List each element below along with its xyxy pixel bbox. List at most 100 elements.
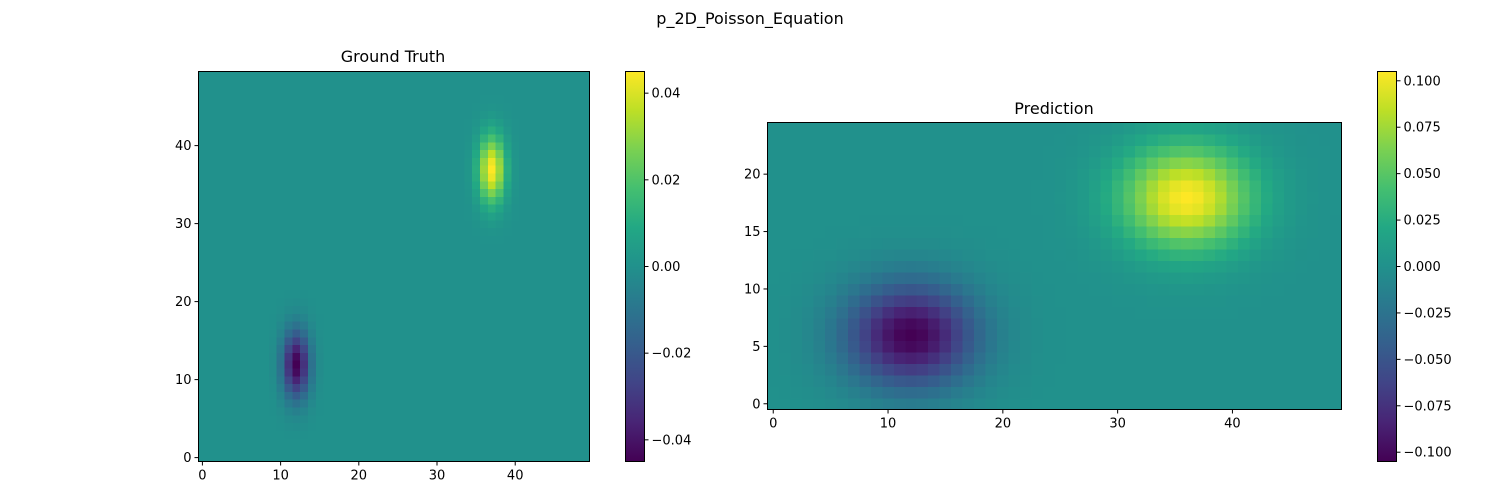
ground-truth-cell (566, 79, 575, 88)
ground-truth-cell (409, 110, 419, 119)
prediction-cell (1318, 156, 1331, 170)
ground-truth-cell (409, 204, 419, 213)
prediction-cell (859, 398, 872, 411)
prediction-cell (767, 179, 780, 192)
ground-truth-cell (495, 219, 505, 229)
ground-truth-cell (511, 399, 520, 408)
ground-truth-cell (566, 118, 575, 127)
ground-truth-cell (300, 289, 309, 299)
ground-truth-cell (417, 289, 426, 299)
prediction-cell (1088, 248, 1102, 261)
ground-truth-cell (284, 344, 293, 353)
ground-truth-cell (307, 110, 317, 119)
prediction-cell (1146, 145, 1159, 158)
ground-truth-cell (237, 360, 247, 369)
prediction-cell (1307, 340, 1320, 353)
ground-truth-cell (464, 196, 473, 205)
ground-truth-cell (409, 422, 419, 431)
ground-truth-cell (237, 188, 247, 197)
prediction-cell (939, 214, 952, 227)
ground-truth-cell (292, 118, 301, 127)
ground-truth-cell (526, 102, 536, 112)
ground-truth-cell (315, 383, 325, 392)
ground-truth-cell (331, 274, 340, 283)
ground-truth-cell (315, 453, 325, 463)
ground-truth-cell (558, 414, 567, 424)
ground-truth-cell (417, 445, 426, 455)
prediction-cell (882, 237, 895, 250)
ground-truth-cell (347, 352, 356, 361)
ground-truth-cell (487, 336, 497, 346)
prediction-cell (1249, 122, 1262, 135)
prediction-cell (1318, 329, 1331, 342)
ground-truth-cell (315, 305, 325, 314)
ground-truth-cell (519, 282, 528, 291)
ground-truth-cell (440, 438, 450, 447)
ground-truth-cell (386, 360, 395, 369)
ground-truth-cell (519, 274, 528, 283)
ground-truth-cell (456, 367, 465, 377)
ground-truth-cell (307, 219, 317, 229)
prediction-cell (1134, 237, 1147, 250)
ground-truth-cell (519, 94, 528, 104)
ground-truth-cell (221, 453, 231, 463)
prediction-cell (1169, 340, 1182, 353)
prediction-cell (1020, 133, 1033, 147)
prediction-cell (801, 352, 815, 365)
prediction-cell (997, 329, 1010, 342)
ground-truth-cell (253, 204, 262, 213)
ground-truth-cell (300, 250, 309, 260)
prediction-cell (836, 214, 849, 227)
prediction-cell (962, 294, 975, 307)
prediction-cell (974, 122, 987, 135)
prediction-cell (1192, 294, 1205, 307)
ground-truth-cell (362, 453, 372, 463)
prediction-cell (1134, 306, 1147, 319)
prediction-cell (997, 191, 1010, 204)
prediction-cell (893, 122, 906, 135)
ground-truth-cell (253, 211, 262, 221)
ground-truth-cell (472, 243, 481, 252)
prediction-cell (1157, 398, 1170, 411)
ground-truth-cell (417, 422, 426, 431)
prediction-cell (939, 225, 952, 238)
prediction-cell (1180, 168, 1193, 181)
prediction-cell (790, 202, 803, 215)
ground-truth-cell (276, 211, 286, 221)
ground-truth-cell (394, 321, 403, 330)
ground-truth-cell (307, 126, 317, 135)
ground-truth-cell (347, 289, 356, 299)
ground-truth-cell (440, 141, 450, 151)
prediction-cell (928, 122, 941, 135)
ground-truth-cell (214, 79, 223, 88)
ground-truth-cell (448, 414, 458, 424)
ground-truth-cell (307, 305, 317, 314)
ground-truth-cell (573, 180, 583, 190)
ground-truth-cell (433, 250, 442, 260)
ground-truth-cell (503, 391, 512, 400)
ground-truth-cell (347, 453, 356, 463)
ground-truth-cell (323, 438, 333, 447)
ground-truth-cell (456, 282, 465, 291)
ground-truth-cell (503, 211, 512, 221)
prediction-cell (1330, 398, 1343, 411)
ground-truth-cell (261, 133, 270, 143)
prediction-cell (1169, 352, 1182, 365)
prediction-cell (1180, 329, 1193, 342)
prediction-cell (997, 283, 1010, 296)
ground-truth-cell (542, 102, 551, 112)
ground-truth-cell (268, 336, 278, 346)
ground-truth-cell (378, 141, 387, 151)
ground-truth-cell (292, 282, 301, 291)
ground-truth-cell (542, 360, 551, 369)
ground-truth-cell (370, 445, 379, 455)
ground-truth-cell (480, 188, 489, 197)
prediction-cell (974, 133, 987, 147)
prediction-cell (1318, 375, 1331, 388)
ground-truth-cell (221, 383, 231, 392)
prediction-cell (1077, 225, 1090, 238)
ground-truth-cell (401, 328, 411, 338)
ground-truth-cell (347, 211, 356, 221)
prediction-cell (1157, 214, 1170, 227)
ground-truth-cell (401, 149, 411, 158)
